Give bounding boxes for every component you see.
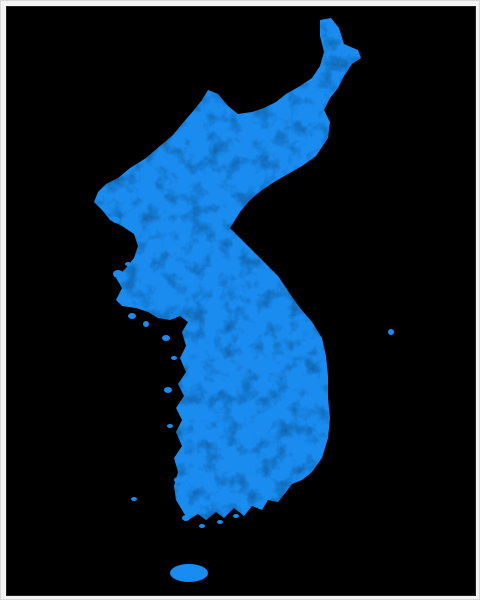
map-canvas xyxy=(6,6,476,596)
jeju-island xyxy=(170,564,208,582)
land-texture xyxy=(94,18,361,520)
korean-peninsula-map xyxy=(94,18,394,582)
coastal-islands xyxy=(112,217,261,528)
ulleungdo-island xyxy=(388,329,394,335)
